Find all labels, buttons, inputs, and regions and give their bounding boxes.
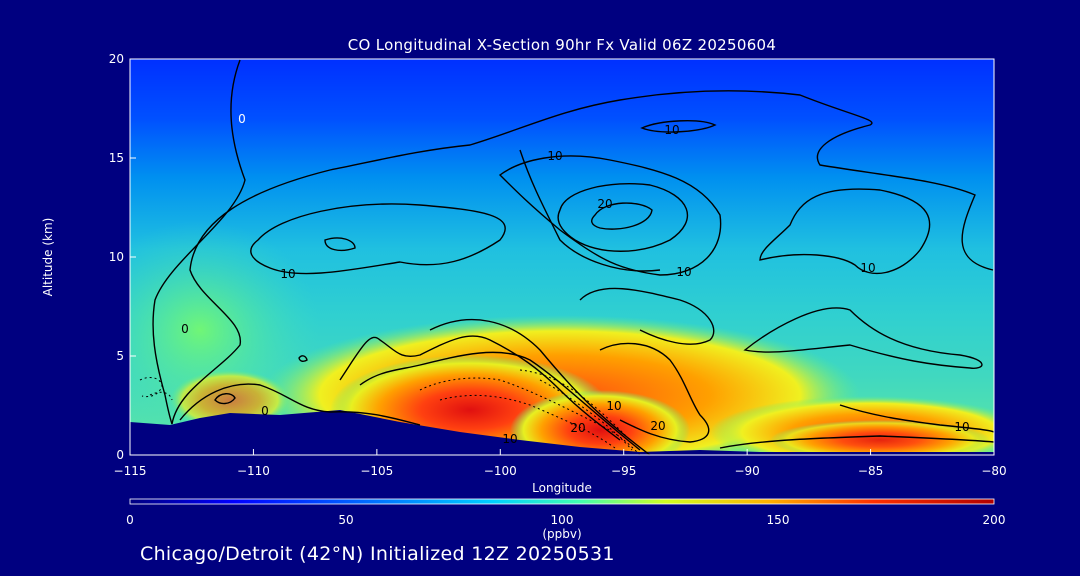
colorbar: [129, 498, 995, 505]
contour-label: 20: [597, 197, 612, 211]
colorbar-tick-label: 100: [551, 513, 574, 527]
colorbar-ticks: 0 50 100 150 200: [126, 513, 1005, 527]
co-concentration-field: [130, 59, 994, 455]
x-tick-label: −80: [981, 464, 1006, 478]
x-tick-label: −115: [114, 464, 147, 478]
y-tick-label: 0: [116, 448, 124, 462]
colorbar-tick-label: 200: [983, 513, 1006, 527]
y-axis-ticks: 0 5 10 15 20: [109, 52, 136, 462]
footer-caption: Chicago/Detroit (42°N) Initialized 12Z 2…: [140, 543, 615, 565]
x-tick-label: −85: [858, 464, 883, 478]
x-axis-label: Longitude: [532, 481, 592, 495]
contour-label: 0: [261, 404, 269, 418]
y-tick-label: 5: [116, 349, 124, 363]
contour-label: 10: [860, 261, 875, 275]
chart-title: CO Longitudinal X-Section 90hr Fx Valid …: [347, 36, 777, 54]
y-tick-label: 15: [109, 151, 124, 165]
contour-label: 20: [650, 419, 665, 433]
x-tick-label: −90: [734, 464, 759, 478]
colorbar-tick-label: 0: [126, 513, 134, 527]
x-axis-ticks: −115 −110 −105 −100 −95 −90 −85 −80: [114, 449, 1007, 478]
colorbar-units-label: (ppbv): [542, 527, 582, 541]
contour-label: 10: [954, 420, 969, 434]
y-tick-label: 10: [109, 250, 124, 264]
contour-label: 10: [664, 123, 679, 137]
contour-label: 0: [238, 112, 246, 126]
colorbar-tick-label: 150: [767, 513, 790, 527]
x-tick-label: −110: [237, 464, 270, 478]
contour-label: 10: [606, 399, 621, 413]
contour-label: 10: [502, 432, 517, 446]
contour-label: 0: [181, 322, 189, 336]
contour-label: 20: [570, 421, 585, 435]
colorbar-tick-label: 50: [338, 513, 353, 527]
contour-label: 10: [280, 267, 295, 281]
contour-labels: 0 0 0 10 10 10 10 10 20 20 20 10 10 10: [181, 112, 969, 446]
contour-label: 10: [547, 149, 562, 163]
x-tick-label: −105: [360, 464, 393, 478]
contour-label: 10: [676, 265, 691, 279]
x-tick-label: −100: [484, 464, 517, 478]
x-tick-label: −95: [611, 464, 636, 478]
y-tick-label: 20: [109, 52, 124, 66]
